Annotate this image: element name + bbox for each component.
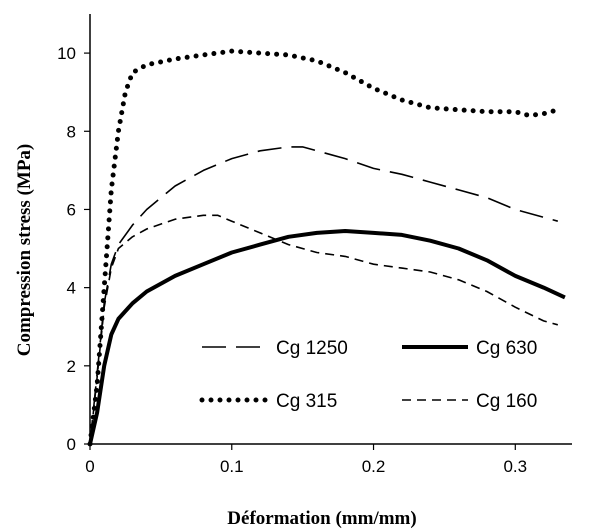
y-tick-label: 2 [67, 357, 76, 376]
series-line-cg-630 [88, 229, 566, 445]
axes: 0 2 4 6 8 10 0 0.1 0.2 0.3 [57, 14, 572, 476]
x-tick-label: 0.1 [220, 457, 244, 476]
x-axis-title: Déformation (mm/mm) [227, 508, 416, 529]
y-tick-label: 8 [67, 122, 76, 141]
y-tick-label: 10 [57, 44, 76, 63]
x-tick-label: 0 [85, 457, 94, 476]
legend-label: Cg 160 [476, 391, 537, 412]
legend-label: Cg 630 [476, 338, 537, 359]
y-axis-title: Compression stress (MPa) [14, 144, 35, 357]
legend-label: Cg 1250 [276, 338, 348, 359]
legend-label: Cg 315 [276, 391, 337, 412]
legend: Cg 1250 Cg 630 Cg 315 Cg 160 [199, 338, 537, 412]
series-line-cg-315 [87, 48, 561, 447]
y-tick-label: 6 [67, 200, 76, 219]
x-tick-label: 0.3 [503, 457, 527, 476]
y-tick-label: 4 [67, 279, 76, 298]
series-layer [87, 48, 566, 447]
series-line-cg-1250 [89, 146, 559, 445]
series-line-cg-160 [89, 214, 559, 445]
y-tick-label: 0 [67, 435, 76, 454]
x-tick-label: 0.2 [362, 457, 386, 476]
